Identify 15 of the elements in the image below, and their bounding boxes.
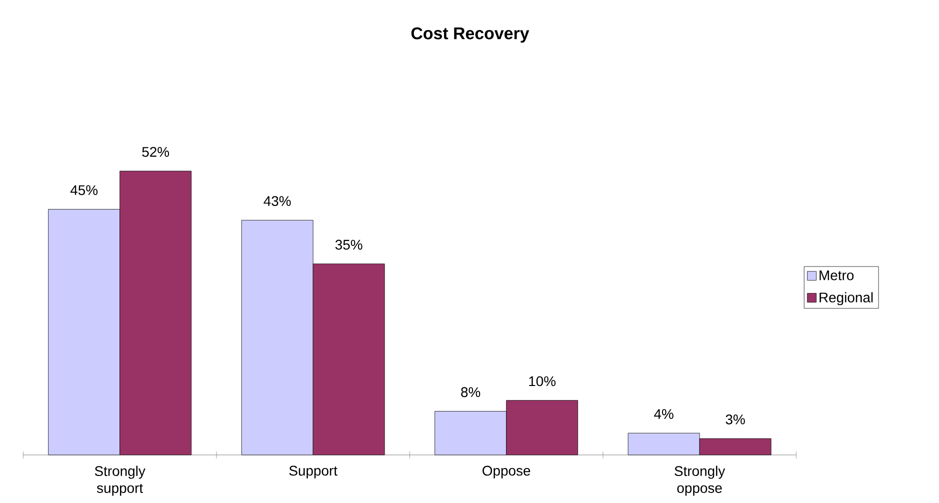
data-label: 8% [461, 387, 480, 398]
data-label: 52% [142, 146, 170, 157]
data-label: 10% [529, 376, 556, 386]
data-label: 45% [70, 185, 98, 196]
x-tick-label: Strongly oppose [674, 466, 726, 496]
data-label: 43% [264, 196, 291, 206]
legend-label: Metro [820, 270, 854, 280]
x-tick-label: Strongly support [94, 466, 146, 496]
chart-title: Cost Recovery [411, 27, 530, 43]
data-label: 4% [654, 409, 674, 419]
data-label: 35% [335, 240, 362, 250]
x-tick-label: Oppose [482, 466, 530, 478]
legend-label: Regional [820, 292, 873, 306]
data-label: 3% [726, 414, 745, 424]
x-tick-label: Support [289, 466, 338, 478]
